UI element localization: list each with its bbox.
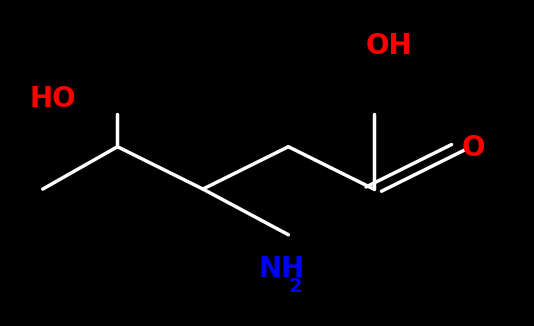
Text: 2: 2 — [289, 277, 303, 296]
Text: NH: NH — [259, 255, 305, 283]
Text: HO: HO — [29, 85, 76, 113]
Text: O: O — [462, 134, 485, 162]
Text: OH: OH — [366, 32, 412, 60]
